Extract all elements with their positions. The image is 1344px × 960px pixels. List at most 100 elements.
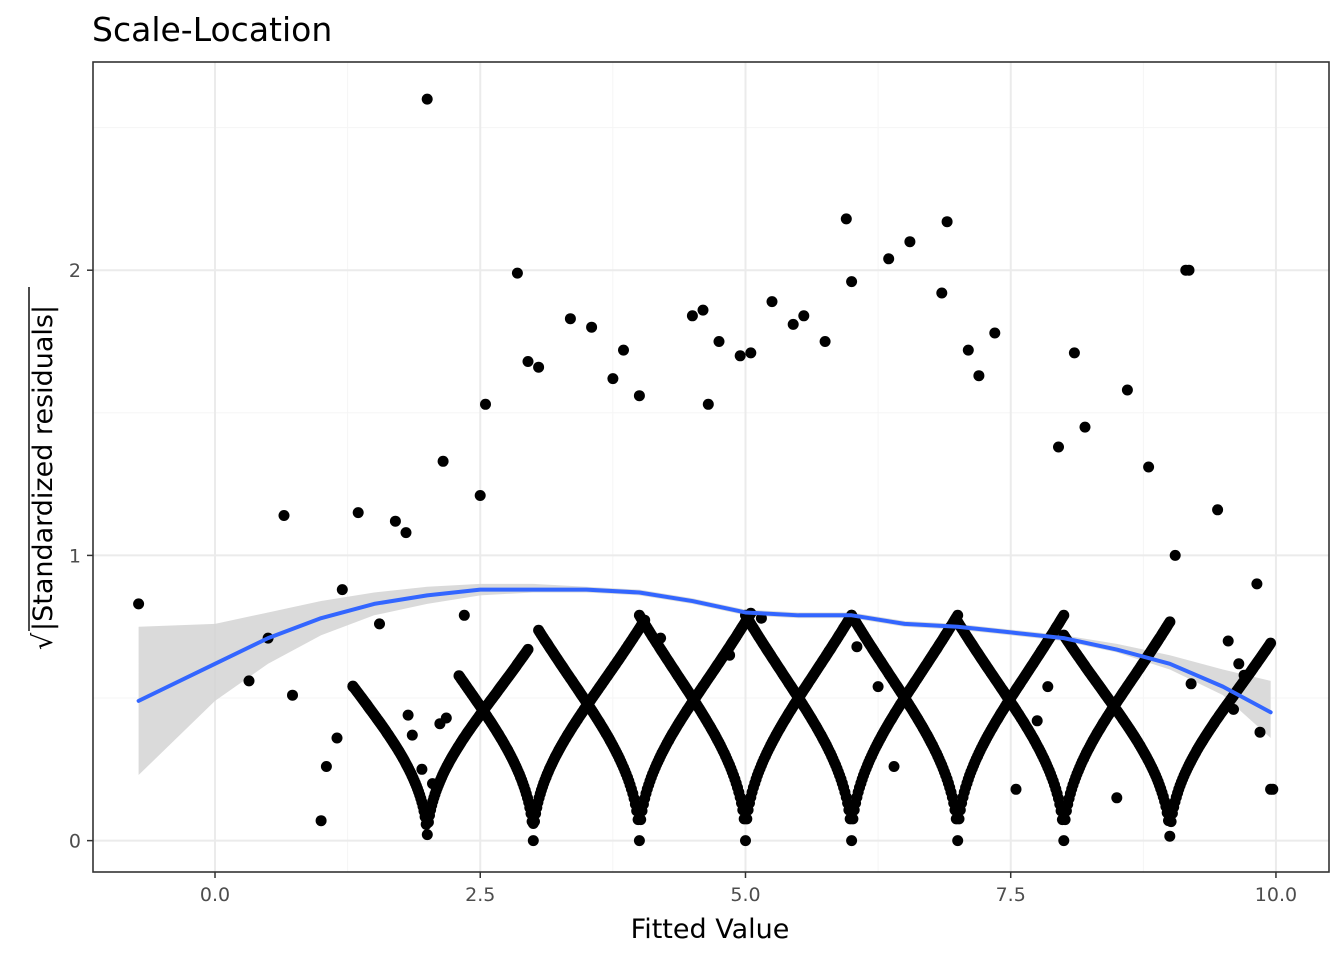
data-point [953, 813, 965, 825]
data-point [133, 598, 145, 610]
data-point [400, 527, 412, 539]
data-point [1164, 616, 1176, 628]
data-point [1031, 715, 1043, 727]
data-point [1042, 681, 1054, 693]
data-point [936, 287, 948, 299]
data-point [336, 584, 348, 596]
data-point [527, 835, 539, 847]
data-point [872, 681, 884, 693]
data-point [1165, 816, 1177, 828]
data-point [740, 835, 751, 847]
x-tick-label: 0.0 [200, 884, 230, 906]
data-point [389, 515, 401, 527]
data-point [564, 313, 576, 325]
data-point [1058, 835, 1070, 847]
data-point [586, 321, 598, 333]
data-point [278, 510, 290, 521]
data-point [1265, 637, 1277, 649]
data-point [1010, 783, 1022, 795]
data-point [989, 327, 1001, 339]
y-axis-title-root: √ [28, 632, 59, 650]
data-point [320, 761, 332, 772]
data-point [734, 350, 746, 362]
x-axis-title: Fitted Value [631, 914, 790, 945]
data-point [745, 347, 757, 359]
data-point [1169, 549, 1181, 561]
data-point [697, 304, 709, 316]
data-point [941, 216, 953, 228]
data-point [846, 276, 858, 288]
data-point [427, 778, 438, 790]
smooth-line [136, 587, 1273, 715]
x-tick-label: 2.5 [465, 884, 495, 906]
data-point [406, 729, 418, 741]
data-point [458, 609, 470, 621]
data-point [474, 490, 486, 501]
data-point [766, 296, 778, 308]
y-axis-title-text: |Standardized residuals| [28, 305, 59, 631]
data-point [533, 361, 545, 373]
data-point [1053, 441, 1064, 453]
data-point [973, 370, 985, 382]
data-point [798, 310, 810, 322]
data-point [1111, 792, 1123, 804]
x-tick-label: 7.5 [996, 884, 1026, 906]
data-point [1164, 806, 1176, 818]
data-point [847, 813, 859, 825]
data-point [1212, 504, 1224, 516]
data-point [440, 712, 452, 724]
data-point [1183, 264, 1195, 276]
data-point [883, 253, 895, 265]
data-point [724, 649, 736, 661]
data-point [243, 675, 255, 687]
data-point [1079, 421, 1091, 433]
data-point [851, 641, 863, 653]
data-point [511, 267, 523, 279]
major-gridlines [93, 62, 1329, 872]
data-point [1254, 726, 1266, 738]
data-point [352, 507, 364, 519]
data-point [1164, 830, 1176, 842]
panel-border [92, 61, 1330, 873]
data-point [1238, 669, 1250, 681]
data-point [607, 373, 619, 385]
y-axis-ticks: 0 1 2 [69, 260, 93, 853]
data-point [527, 818, 539, 829]
x-tick-label: 10.0 [1255, 884, 1297, 906]
data-point [618, 344, 629, 356]
data-point [374, 618, 385, 630]
points-layer [133, 93, 1279, 847]
y-tick-label: 1 [69, 545, 81, 567]
minor-gridlines [93, 62, 1329, 872]
x-axis-ticks: 0.0 2.5 5.0 7.5 10.0 [200, 872, 1297, 906]
data-point [1228, 703, 1239, 715]
data-point [702, 398, 714, 410]
data-point [315, 815, 327, 827]
data-point [1059, 814, 1071, 826]
data-point [633, 835, 645, 847]
data-point [522, 356, 534, 367]
y-tick-label: 2 [69, 260, 81, 282]
data-point [655, 632, 667, 644]
data-point [741, 813, 753, 825]
data-point [952, 835, 964, 847]
data-point [840, 213, 852, 225]
data-point [1121, 384, 1133, 396]
data-point [416, 763, 428, 775]
data-point [635, 814, 647, 826]
data-point [888, 761, 900, 772]
data-point [1267, 783, 1279, 795]
y-tick-label: 0 [69, 831, 81, 853]
data-point [846, 835, 858, 847]
data-point [1058, 609, 1070, 621]
data-point [1251, 578, 1263, 590]
x-tick-label: 5.0 [730, 884, 760, 906]
data-point [1185, 678, 1197, 690]
data-point [1233, 658, 1245, 670]
data-point [1222, 635, 1234, 647]
data-point [819, 336, 831, 347]
data-point [347, 681, 359, 693]
data-point [522, 643, 534, 655]
y-axis-title: √ |Standardized residuals| [28, 287, 59, 650]
